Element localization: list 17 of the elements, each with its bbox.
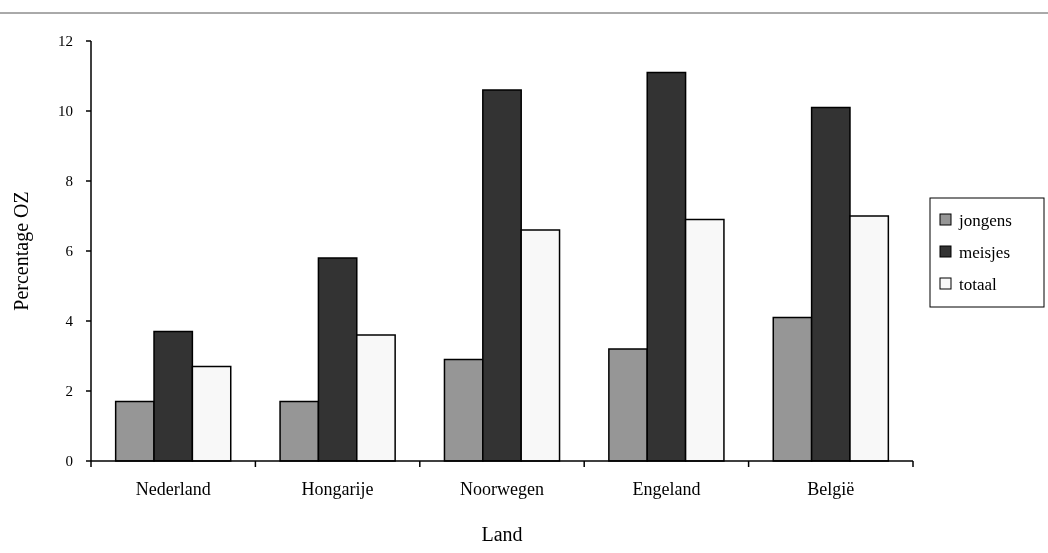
legend-label: jongens [958,210,1012,230]
legend-label: totaal [959,274,998,294]
y-tick-label: 2 [65,383,73,400]
y-tick-label: 12 [58,33,73,50]
x-tick-label: Nederland [135,479,211,499]
x-tick-label: België [807,479,855,499]
y-tick-label: 8 [65,173,73,190]
x-axis-title: Land [481,523,523,545]
y-tick-label: 10 [58,103,73,120]
x-tick-label: Engeland [632,479,701,499]
x-tick-label: Noorwegen [460,479,544,499]
y-axis-title: Percentage OZ [10,191,33,311]
y-tick-label: 0 [65,453,73,470]
y-tick-label: 4 [65,313,74,330]
x-tick-label: Hongarije [301,479,374,499]
y-tick-label: 6 [65,243,74,260]
legend-label: meisjes [959,242,1010,262]
